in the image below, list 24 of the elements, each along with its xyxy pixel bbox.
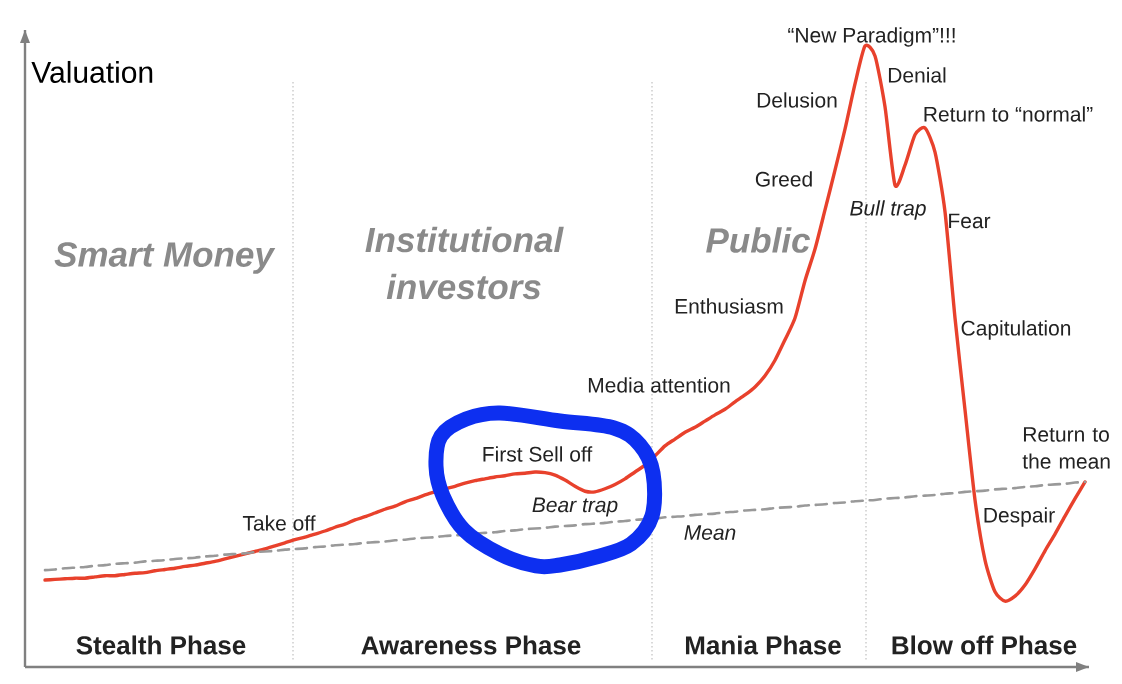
- annotation: Despair: [984, 507, 1055, 527]
- annotation: Bull trap: [850, 200, 926, 220]
- annotation: Stealth Phase: [76, 635, 246, 655]
- annotation: Blow off Phase: [892, 635, 1077, 655]
- annotation: Return to the mean: [1022, 427, 1110, 469]
- annotation: Awareness Phase: [361, 635, 581, 655]
- annotation: Delusion: [757, 92, 837, 108]
- annotation: Capitulation: [961, 320, 1071, 340]
- annotation: Fear: [949, 213, 991, 229]
- annotation: Denial: [888, 67, 946, 83]
- annotation: Return to “normal”: [924, 106, 1093, 122]
- annotation: Take off: [242, 515, 316, 531]
- annotation: “New Paradigm”!!!: [788, 27, 955, 47]
- annotation: Bear trap: [532, 497, 618, 517]
- annotation: Mania Phase: [685, 635, 841, 655]
- annotation: Greed: [755, 171, 812, 187]
- y-axis-title: Valuation: [31, 60, 153, 83]
- series-label: Mean: [684, 525, 736, 540]
- annotation: Public: [706, 227, 811, 253]
- annotation: Smart Money: [54, 242, 276, 274]
- annotation: Enthusiasm: [675, 298, 783, 314]
- annotation: First Sell off: [483, 446, 593, 462]
- annotation: Media attention: [588, 377, 730, 393]
- annotation: Institutional investors: [365, 226, 564, 300]
